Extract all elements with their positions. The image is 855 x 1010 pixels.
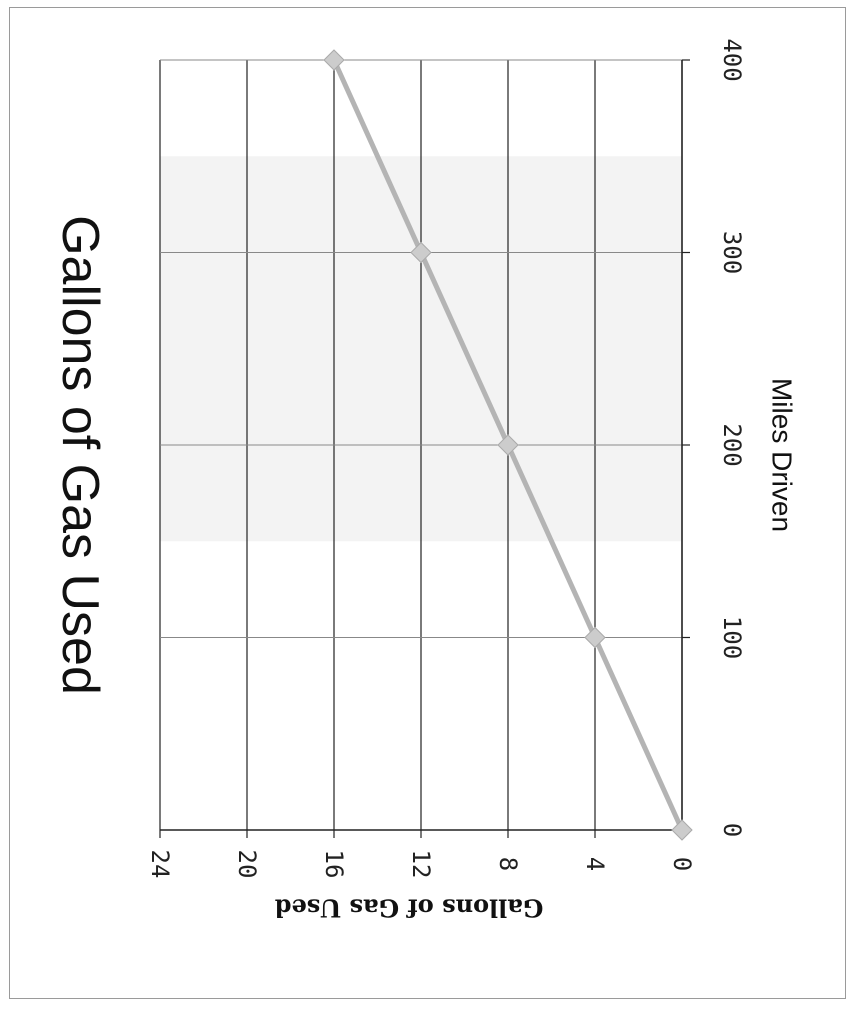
series-layer [323, 49, 693, 841]
data-point-200 [497, 434, 519, 456]
y-tick-label-12: 12 [407, 850, 435, 879]
y-tick-label-4: 4 [581, 857, 609, 871]
y-tick-label-20: 20 [233, 850, 261, 879]
chart-title: Gallons of Gas Used [51, 215, 109, 695]
y-axis-label: Gallons of Gas Used [274, 894, 543, 923]
x-tick-label-100: 100 [718, 616, 746, 659]
x-tick-label-300: 300 [718, 231, 746, 274]
grid [159, 59, 690, 838]
y-tick-label-16: 16 [320, 850, 348, 879]
y-tick-label-8: 8 [494, 857, 522, 871]
y-tick-label-0: 0 [668, 857, 696, 871]
data-point-100 [584, 626, 606, 649]
x-axis-label: Miles Driven [767, 378, 798, 532]
x-tick-labels: 0 100 200 300 400 [718, 38, 746, 837]
chart-frame [9, 7, 846, 999]
x-tick-label-0: 0 [718, 823, 746, 837]
data-point-0 [671, 819, 693, 841]
y-tick-label-24: 24 [146, 850, 174, 879]
data-point-400 [323, 49, 345, 71]
x-tick-label-200: 200 [718, 423, 746, 466]
x-tick-label-400: 400 [718, 38, 746, 81]
data-point-300 [410, 241, 432, 264]
y-tick-labels: 0 4 8 12 16 20 24 [146, 850, 696, 879]
